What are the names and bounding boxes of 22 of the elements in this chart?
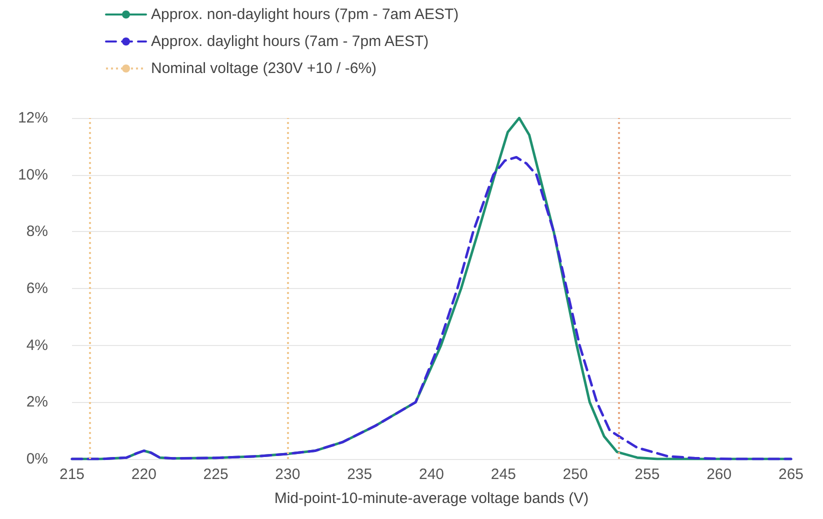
y-tick-label: 6% [26, 280, 48, 297]
y-tick-label: 4% [26, 336, 48, 354]
x-tick-label: 265 [778, 466, 804, 483]
x-tick-label: 245 [490, 466, 516, 483]
y-tick-label: 10% [18, 166, 48, 184]
x-tick-label: 235 [347, 466, 372, 483]
x-tick-label: 260 [706, 466, 732, 483]
y-tick-label: 0% [26, 450, 48, 468]
x-axis-title: Mid-point-10-minute-average voltage bands (V) [274, 490, 589, 507]
y-tick-label: 2% [26, 394, 48, 411]
legend-label: Approx. daylight hours (7am - 7pm AEST) [151, 33, 429, 50]
x-tick-label: 255 [634, 466, 660, 483]
legend-label: Approx. non-daylight hours (7pm - 7am AEST) [151, 6, 459, 23]
y-tick-label: 8% [26, 223, 48, 240]
y-tick-label: 12% [18, 110, 48, 126]
x-tick-label: 220 [131, 466, 156, 483]
x-tick-label: 225 [203, 466, 228, 483]
x-tick-label: 240 [418, 466, 444, 483]
x-tick-label: 215 [59, 466, 85, 483]
x-tick-label: 230 [275, 466, 300, 483]
legend-label: Nominal voltage (230V +10 / -6%) [151, 60, 377, 77]
x-tick-label: 250 [562, 466, 588, 483]
